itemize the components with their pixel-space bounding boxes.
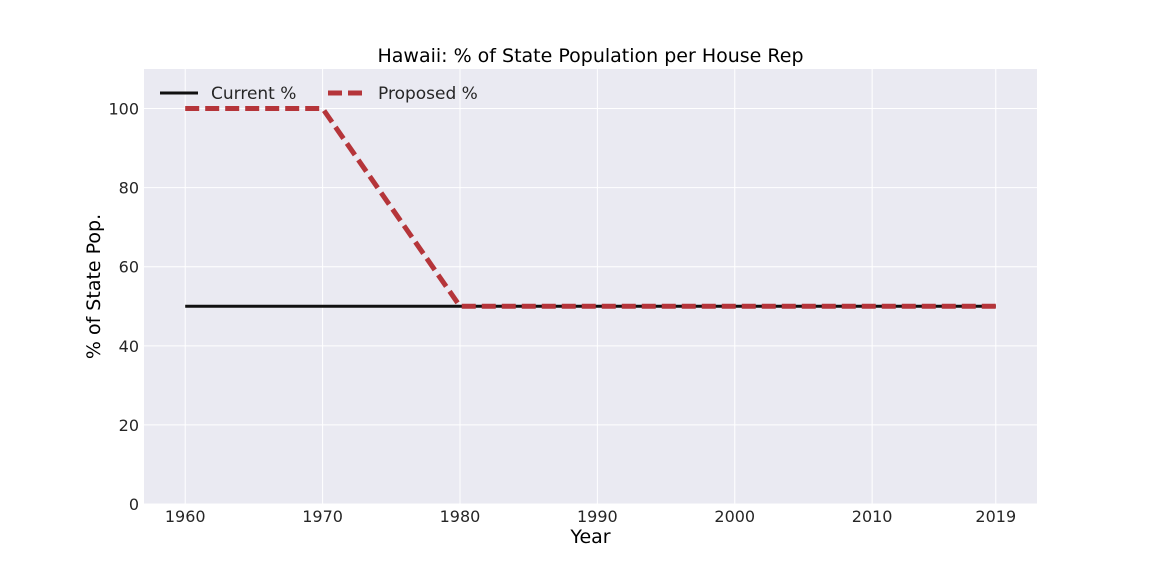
x-tick-label: 2000	[714, 507, 755, 526]
y-tick-label: 0	[129, 495, 139, 514]
x-tick-label: 2019	[975, 507, 1016, 526]
x-tick-label: 1970	[302, 507, 343, 526]
y-axis-label: % of State Pop.	[83, 214, 105, 359]
x-tick-label: 1990	[577, 507, 618, 526]
series-line-proposed	[185, 106, 996, 309]
y-tick-label: 40	[119, 337, 139, 356]
legend-label-current: Current %	[211, 84, 296, 104]
x-tick-label: 2010	[852, 507, 893, 526]
x-axis-label: Year	[569, 526, 610, 548]
x-axis-ticks: 1960 1970 1980 1990 2000 2010 2019	[165, 507, 1016, 526]
legend: Current % Proposed %	[160, 84, 478, 104]
legend-label-proposed: Proposed %	[378, 84, 478, 104]
plot-background	[144, 69, 1037, 504]
y-axis-ticks: 0 20 40 60 80 100	[108, 100, 139, 514]
x-tick-label: 1980	[440, 507, 481, 526]
y-tick-label: 60	[119, 258, 139, 277]
y-tick-label: 100	[108, 100, 139, 119]
y-tick-label: 80	[119, 179, 139, 198]
y-tick-label: 20	[119, 416, 139, 435]
chart-title: Hawaii: % of State Population per House …	[377, 45, 803, 67]
x-tick-label: 1960	[165, 507, 206, 526]
series-lines	[185, 106, 996, 309]
